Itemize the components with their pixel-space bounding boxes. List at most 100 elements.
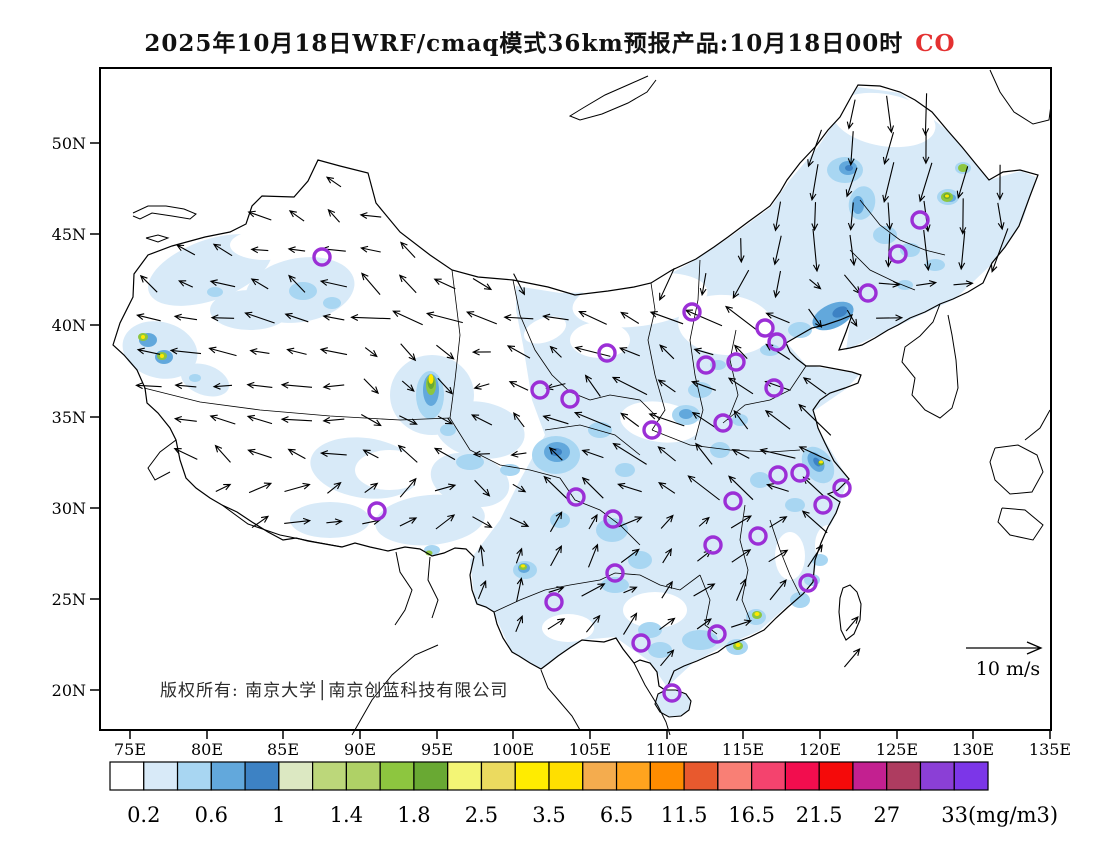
station-circle xyxy=(832,478,852,498)
lon-label: 120E xyxy=(799,740,841,759)
wind-arrow xyxy=(173,415,197,423)
wind-arrow xyxy=(843,648,861,668)
wind-arrow xyxy=(399,415,418,425)
wind-arrow xyxy=(215,483,232,492)
wind-arrow xyxy=(287,246,306,254)
wind-arrow xyxy=(319,450,347,457)
station-circle xyxy=(764,378,784,398)
colorbar-cell xyxy=(210,761,246,791)
wind-arrow xyxy=(214,444,231,463)
station-circle xyxy=(790,463,810,483)
wind-arrow xyxy=(210,314,235,322)
concentration-blob xyxy=(832,306,848,318)
wind-arrow xyxy=(361,272,381,295)
station-circle xyxy=(910,210,930,230)
wind-arrow xyxy=(648,412,685,427)
wind-arrow xyxy=(246,414,273,425)
station-circle xyxy=(566,487,586,507)
wind-arrow xyxy=(434,483,457,492)
province-border xyxy=(589,394,661,421)
white-gap xyxy=(523,316,567,344)
wind-arrow xyxy=(956,166,969,199)
wind-arrow xyxy=(918,162,933,203)
colorbar-cell xyxy=(818,761,854,791)
reference-arrow xyxy=(966,641,1043,655)
station-circle xyxy=(768,465,788,485)
wind-arrow xyxy=(472,516,493,528)
wind-arrow xyxy=(361,414,382,427)
lat-label: 45N xyxy=(52,225,86,244)
concentration-blob xyxy=(925,259,945,271)
wind-arrow xyxy=(617,482,642,493)
wind-arrow xyxy=(510,450,527,458)
concentration-blob xyxy=(628,551,652,569)
concentration-blob xyxy=(785,498,805,512)
wind-arrow xyxy=(550,544,563,567)
lon-label: 85E xyxy=(267,740,299,759)
concentration-blob xyxy=(845,165,853,171)
concentration-blob xyxy=(732,414,748,426)
wind-arrow xyxy=(136,313,161,322)
wind-arrow xyxy=(433,447,456,461)
wind-arrow xyxy=(772,235,782,266)
concentration-blob xyxy=(750,472,770,488)
wind-arrow xyxy=(327,481,342,494)
wind-arrow xyxy=(581,583,606,597)
wind-arrow xyxy=(512,483,527,493)
concentration-blob xyxy=(601,577,629,593)
colorbar-cell xyxy=(852,761,888,791)
wind-arrow xyxy=(581,476,604,499)
wind-arrow xyxy=(587,543,599,568)
axis-ticks xyxy=(90,142,1051,739)
wind-arrow xyxy=(695,442,713,465)
wind-arrow xyxy=(470,414,493,426)
wind-arrow xyxy=(623,586,638,594)
wind-arrow xyxy=(657,446,676,462)
colorbar-cell xyxy=(919,761,955,791)
wind-arrow xyxy=(280,416,313,423)
colorbar-cell xyxy=(683,761,719,791)
wind-arrow xyxy=(135,382,162,390)
wind-arrow xyxy=(350,313,391,321)
wind-arrow xyxy=(543,475,569,500)
station-circle xyxy=(312,247,332,267)
wind-arrow xyxy=(280,381,313,389)
colorbar-tick-label: 16.5 xyxy=(728,803,775,827)
wind-arrow xyxy=(509,517,530,527)
wind-arrow xyxy=(618,347,641,357)
white-gap xyxy=(355,450,425,490)
page-title: 2025年10月18日WRF/cmaq模式36km预报产品:10月18日00时 C… xyxy=(0,24,1100,58)
colorbar-tick-label: 6.5 xyxy=(600,803,633,827)
concentration-blob xyxy=(440,424,456,436)
foreign-coastline xyxy=(997,507,1044,541)
wind-arrow xyxy=(246,381,273,389)
wind-arrow xyxy=(362,449,379,459)
white-gap xyxy=(678,294,774,356)
concentration-blob xyxy=(428,374,434,384)
wind-arrow xyxy=(612,442,647,465)
wind-arrow xyxy=(363,378,380,395)
colorbar-cell xyxy=(278,761,314,791)
wind-arrow xyxy=(584,374,601,397)
wind-arrow xyxy=(807,129,823,168)
lat-label: 40N xyxy=(52,316,86,335)
wind-arrow xyxy=(473,383,490,390)
title-text: 2025年10月18日WRF/cmaq模式36km预报产品:10月18日00时 xyxy=(144,30,904,57)
wind-arrow xyxy=(136,347,161,355)
lon-label: 100E xyxy=(492,740,534,759)
wind-arrow xyxy=(322,313,345,321)
wind-arrow xyxy=(400,343,417,362)
wind-arrow xyxy=(730,515,753,529)
wind-arrow xyxy=(623,612,638,635)
wind-arrow xyxy=(849,234,857,267)
wind-arrow xyxy=(886,95,895,134)
white-gap xyxy=(623,592,687,628)
wind-arrow xyxy=(397,444,418,463)
hainan-island xyxy=(654,689,692,718)
pollutant-label: CO xyxy=(915,30,956,57)
wind-arrow xyxy=(250,278,269,290)
wind-arrow xyxy=(360,245,381,253)
foreign-coastline xyxy=(394,551,413,626)
white-gap xyxy=(832,92,936,148)
province-border xyxy=(739,504,751,621)
